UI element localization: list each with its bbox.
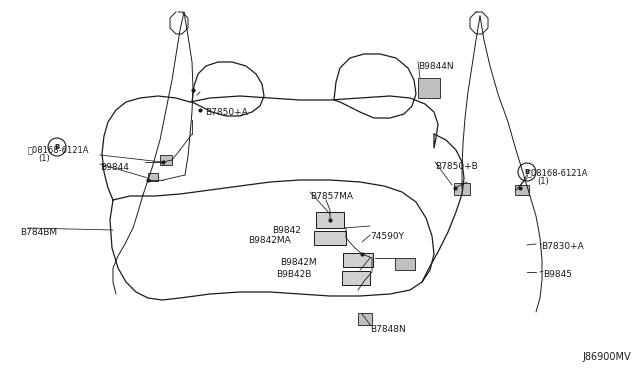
Bar <box>454 183 470 195</box>
Text: B7850+A: B7850+A <box>205 108 248 117</box>
Text: (1): (1) <box>537 177 548 186</box>
Text: B7830+A: B7830+A <box>541 242 584 251</box>
Text: (1): (1) <box>38 154 50 163</box>
Bar <box>515 185 529 195</box>
Text: 74590Y: 74590Y <box>370 232 404 241</box>
Bar <box>316 212 344 228</box>
Text: B9842M: B9842M <box>280 258 317 267</box>
Text: B7850+B: B7850+B <box>435 162 477 171</box>
Bar <box>395 258 415 270</box>
Text: Ⓑ08168-6121A: Ⓑ08168-6121A <box>28 145 90 154</box>
Text: B9845: B9845 <box>543 270 572 279</box>
Bar <box>343 253 373 267</box>
Bar <box>314 231 346 245</box>
Bar <box>160 155 172 165</box>
Text: B784BM: B784BM <box>20 228 57 237</box>
Text: B9844N: B9844N <box>418 62 454 71</box>
Text: B9842MA: B9842MA <box>248 236 291 245</box>
Text: B9B42B: B9B42B <box>276 270 312 279</box>
Text: Ⓑ08168-6121A: Ⓑ08168-6121A <box>527 168 589 177</box>
Bar <box>148 173 158 181</box>
Text: J86900MV: J86900MV <box>582 352 630 362</box>
Text: B7848N: B7848N <box>370 325 406 334</box>
Bar <box>418 78 440 98</box>
Bar <box>358 313 372 325</box>
Bar <box>342 271 370 285</box>
Text: B9842: B9842 <box>272 226 301 235</box>
Text: B9844: B9844 <box>100 163 129 172</box>
Text: B: B <box>524 169 530 175</box>
Text: B: B <box>54 144 60 150</box>
Text: B7857MA: B7857MA <box>310 192 353 201</box>
